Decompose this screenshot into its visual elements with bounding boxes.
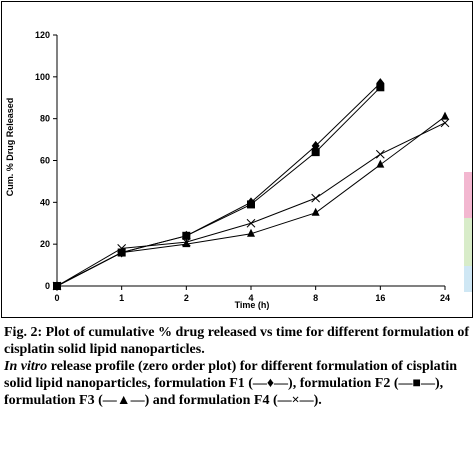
series-f3-point: [182, 239, 191, 248]
series-f4: [52, 118, 450, 291]
y-tick-label: 120: [35, 30, 50, 40]
series-f3-point: [441, 111, 449, 120]
series-f3-point: [376, 159, 385, 168]
caption-title: Fig. 2: Plot of cumulative % drug releas…: [4, 325, 470, 357]
series-f3-point: [117, 247, 126, 256]
x-tick-label: 4: [248, 293, 253, 303]
series-f4-point: [311, 193, 321, 203]
series-f2-point: [247, 200, 255, 209]
chart-frame: 0 20 40 60 80 100 120 0 1 2 4 8 16 24 Cum. % Drug Rel…: [1, 1, 473, 318]
edge-strip-pink: [464, 172, 472, 218]
x-tick-label: 24: [440, 293, 450, 303]
figure-caption: Fig. 2: Plot of cumulative % drug releas…: [4, 324, 472, 409]
y-axis-title: Cum. % Drug Released: [5, 98, 15, 197]
series-f2-point: [311, 148, 320, 157]
edge-strip-green: [464, 218, 472, 266]
x-tick-label: 16: [375, 293, 385, 303]
series-f4-point: [440, 118, 450, 128]
y-tick-label: 100: [35, 72, 50, 82]
caption-body: release profile (zero order plot) for di…: [4, 359, 457, 408]
series-f1-line: [56, 82, 381, 287]
series-f4-point: [181, 237, 191, 247]
series-f4-point-stroke: [52, 281, 62, 291]
series-f4-point-stroke: [117, 243, 127, 253]
series-f4-point-stroke: [311, 193, 321, 203]
y-tick-label: 20: [40, 239, 50, 249]
series-f3-point: [311, 207, 320, 216]
x-tick-label: 8: [313, 293, 318, 303]
series-f3-point: [247, 228, 255, 237]
x-tick-label: 0: [54, 293, 59, 303]
series-f4-point-stroke: [440, 118, 450, 128]
x-axis-title: Time (h): [235, 300, 270, 310]
series-f4-point: [52, 281, 62, 291]
x-tick-label: 2: [184, 293, 189, 303]
y-tick-label: 0: [45, 281, 50, 291]
y-tick-label: 40: [40, 197, 50, 207]
series-f3-point: [53, 281, 61, 289]
y-tick-label: 60: [40, 156, 50, 166]
series-f2-point: [376, 83, 385, 92]
series-layer: [52, 78, 450, 291]
series-f4-point: [375, 149, 385, 159]
series-f3: [53, 111, 449, 289]
series-f4-point-stroke: [246, 218, 256, 228]
series-f4-point: [117, 243, 127, 253]
series-f4-point-stroke: [375, 149, 385, 159]
edge-strip-blue: [464, 266, 472, 292]
caption-text: In vitro release profile (zero order plo…: [4, 358, 472, 409]
series-f2-point: [182, 231, 191, 240]
series-f4-point-stroke: [181, 237, 191, 247]
x-tick-label: 1: [119, 293, 124, 303]
caption-italic-prefix: In vitro: [4, 359, 48, 374]
y-tick-label: 80: [40, 114, 50, 124]
series-f4-point: [246, 218, 256, 228]
